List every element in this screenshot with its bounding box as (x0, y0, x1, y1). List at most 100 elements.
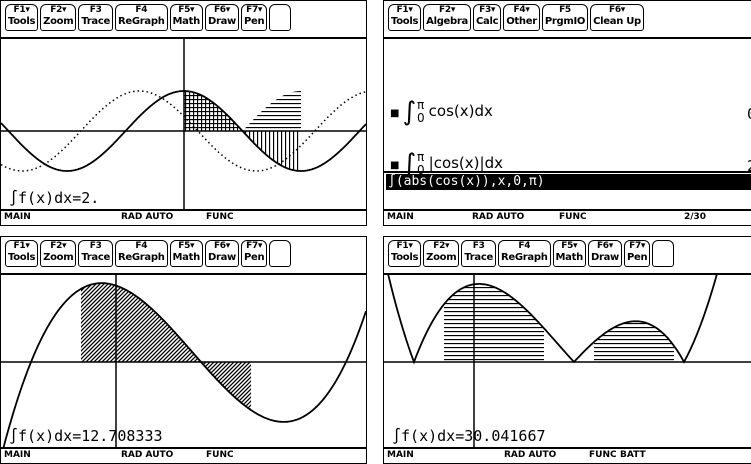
tab-key: F5▾ (173, 241, 200, 252)
toolbar-tab[interactable]: F2▾Zoom (40, 4, 76, 31)
tab-label: ReGraph (118, 252, 165, 263)
toolbar-tab[interactable]: F5▾Math (170, 4, 203, 31)
toolbar-tab[interactable]: F6▾Draw (205, 4, 239, 31)
graph (1, 39, 366, 211)
tab-label: Trace (464, 252, 493, 263)
toolbar-tab[interactable]: F7▾Pen (241, 240, 267, 267)
tab-label: Other (506, 16, 537, 27)
toolbar-tab[interactable]: F2▾Zoom (423, 240, 459, 267)
upper-limit: π (417, 151, 425, 164)
tab-label: Trace (81, 252, 110, 263)
toolbar-tab[interactable]: F6▾Clean Up (590, 4, 644, 31)
status-text: RAD AUTO (472, 212, 524, 222)
tab-label: Zoom (43, 252, 73, 263)
tab-label: Pen (244, 252, 264, 263)
status-text: FUNC (589, 450, 617, 460)
status-text: BATT (620, 450, 646, 460)
tab-key: F6▾ (208, 241, 236, 252)
function-curve (1, 283, 366, 449)
integral-result: ∫f(x)dx=2. (9, 189, 99, 207)
integrand: cos(x)dx (429, 102, 493, 120)
tab-label: Calc (476, 16, 498, 27)
tab-label: Zoom (426, 252, 456, 263)
status-text: RAD AUTO (121, 450, 173, 460)
tab-key: F1▾ (8, 5, 35, 16)
toolbar-tab[interactable]: F5▾Math (553, 240, 586, 267)
toolbar-tab[interactable]: F2▾Zoom (40, 240, 76, 267)
tab-key: F6▾ (593, 5, 641, 16)
tab-key: F4 (501, 241, 548, 252)
tab-label: Trace (81, 16, 110, 27)
tab-label: Pen (244, 16, 264, 27)
toolbar-tab[interactable]: F1▾Tools (388, 240, 421, 267)
tab-label: PrgmIO (545, 16, 585, 27)
status-text: FUNC (206, 212, 234, 222)
tab-key: F1▾ (391, 241, 418, 252)
tab-label: Zoom (43, 16, 73, 27)
toolbar-tab[interactable]: F1▾Tools (5, 4, 38, 31)
integrand: |cos(x)|dx (429, 154, 503, 172)
status-text: FUNC (206, 450, 234, 460)
history-result: 0 (747, 105, 751, 123)
toolbar-tab[interactable]: F6▾Draw (205, 240, 239, 267)
shaded-region (81, 283, 251, 410)
status-text: RAD AUTO (504, 450, 556, 460)
limits: π0 (417, 99, 425, 125)
tab-key: F6▾ (208, 5, 236, 16)
tab-key: F2▾ (43, 241, 73, 252)
toolbar-tab[interactable]: F1▾Tools (388, 4, 421, 31)
toolbar-tab[interactable]: F6▾Draw (588, 240, 622, 267)
toolbar-tab[interactable]: F2▾Algebra (423, 4, 471, 31)
toolbar-icon[interactable] (269, 240, 291, 267)
separator (384, 171, 751, 173)
toolbar-tab[interactable]: F1▾Tools (5, 240, 38, 267)
shaded-region (594, 321, 674, 362)
toolbar-tab[interactable]: F7▾Pen (241, 4, 267, 31)
tab-label: Algebra (426, 16, 468, 27)
tab-key: F7▾ (244, 5, 264, 16)
status-text: MAIN (4, 212, 31, 222)
toolbar-tab[interactable]: F7▾Pen (624, 240, 650, 267)
tab-key: F6▾ (591, 241, 619, 252)
tab-label: Pen (627, 252, 647, 263)
tab-label: Draw (208, 16, 236, 27)
tab-key: F2▾ (426, 241, 456, 252)
tab-label: Tools (391, 16, 418, 27)
status-text: 2/30 (684, 212, 706, 222)
status-text: MAIN (387, 450, 414, 460)
tab-label: Tools (391, 252, 418, 263)
tab-key: F3 (464, 241, 493, 252)
tab-key: F1▾ (8, 241, 35, 252)
tab-key: F3 (81, 241, 110, 252)
toolbar-icon[interactable] (652, 240, 674, 267)
tab-key: F3 (81, 5, 110, 16)
tab-label: Clean Up (593, 16, 641, 27)
tab-key: F7▾ (244, 241, 264, 252)
toolbar-tab[interactable]: F3▾Calc (473, 4, 501, 31)
toolbar-icon[interactable] (269, 4, 291, 31)
toolbar-tab[interactable]: F5▾Math (170, 240, 203, 267)
tab-label: Tools (8, 16, 35, 27)
status-text: RAD AUTO (121, 212, 173, 222)
tab-label: ReGraph (501, 252, 548, 263)
tab-label: Math (556, 252, 583, 263)
graph (384, 275, 751, 449)
bullet: ■ (390, 108, 399, 119)
home-screen: F1▾ToolsF2▾AlgebraF3▾CalcF4▾OtherF5PrgmI… (383, 0, 751, 226)
toolbar-tab[interactable]: F4▾Other (503, 4, 540, 31)
entry-line[interactable]: ∫(abs(cos(x)),x,0,π) (386, 174, 751, 190)
